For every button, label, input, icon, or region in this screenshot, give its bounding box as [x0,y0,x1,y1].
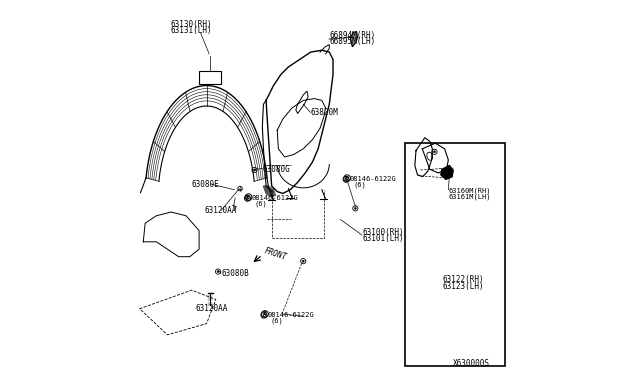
Text: B: B [247,195,250,200]
Text: B: B [262,312,265,318]
Text: 66895M(LH): 66895M(LH) [330,37,376,46]
Text: (6): (6) [271,317,284,324]
Polygon shape [351,32,358,46]
Circle shape [217,270,219,273]
Text: 63131(LH): 63131(LH) [171,26,212,35]
Text: 63101(LH): 63101(LH) [362,234,404,243]
Text: 63080E: 63080E [191,180,220,189]
Text: FRONT: FRONT [264,247,288,262]
Bar [405,143,504,366]
Polygon shape [441,166,453,179]
Text: 63100(RH): 63100(RH) [362,228,404,237]
Polygon shape [264,186,275,197]
Text: 08146-6122G: 08146-6122G [349,176,397,182]
Text: B: B [344,177,348,182]
Text: B: B [264,311,266,317]
Text: 63130(RH): 63130(RH) [171,20,212,29]
Text: 63120AA: 63120AA [195,304,228,313]
Text: 63123(LH): 63123(LH) [442,282,484,291]
Text: X630000S: X630000S [453,359,490,368]
Bar [199,71,221,84]
Text: 63160M(RH): 63160M(RH) [449,187,491,194]
Circle shape [355,207,356,209]
Text: (6): (6) [353,182,366,188]
Text: 08146-6122G: 08146-6122G [268,312,314,318]
Text: 63120AA: 63120AA [205,206,237,215]
Text: B: B [346,176,349,181]
Text: 63122(RH): 63122(RH) [442,275,484,284]
Text: 63820M: 63820M [310,108,339,117]
Text: 63080B: 63080B [221,269,249,278]
Text: 08146-6122G: 08146-6122G [251,195,298,201]
Circle shape [433,151,436,153]
Text: 66894M(RH): 66894M(RH) [330,31,376,40]
Circle shape [302,260,304,262]
Text: (6): (6) [255,201,268,207]
Text: 63080G: 63080G [262,165,290,174]
Text: 63161M(LH): 63161M(LH) [449,193,491,200]
Circle shape [253,169,255,171]
Text: B: B [246,196,249,201]
